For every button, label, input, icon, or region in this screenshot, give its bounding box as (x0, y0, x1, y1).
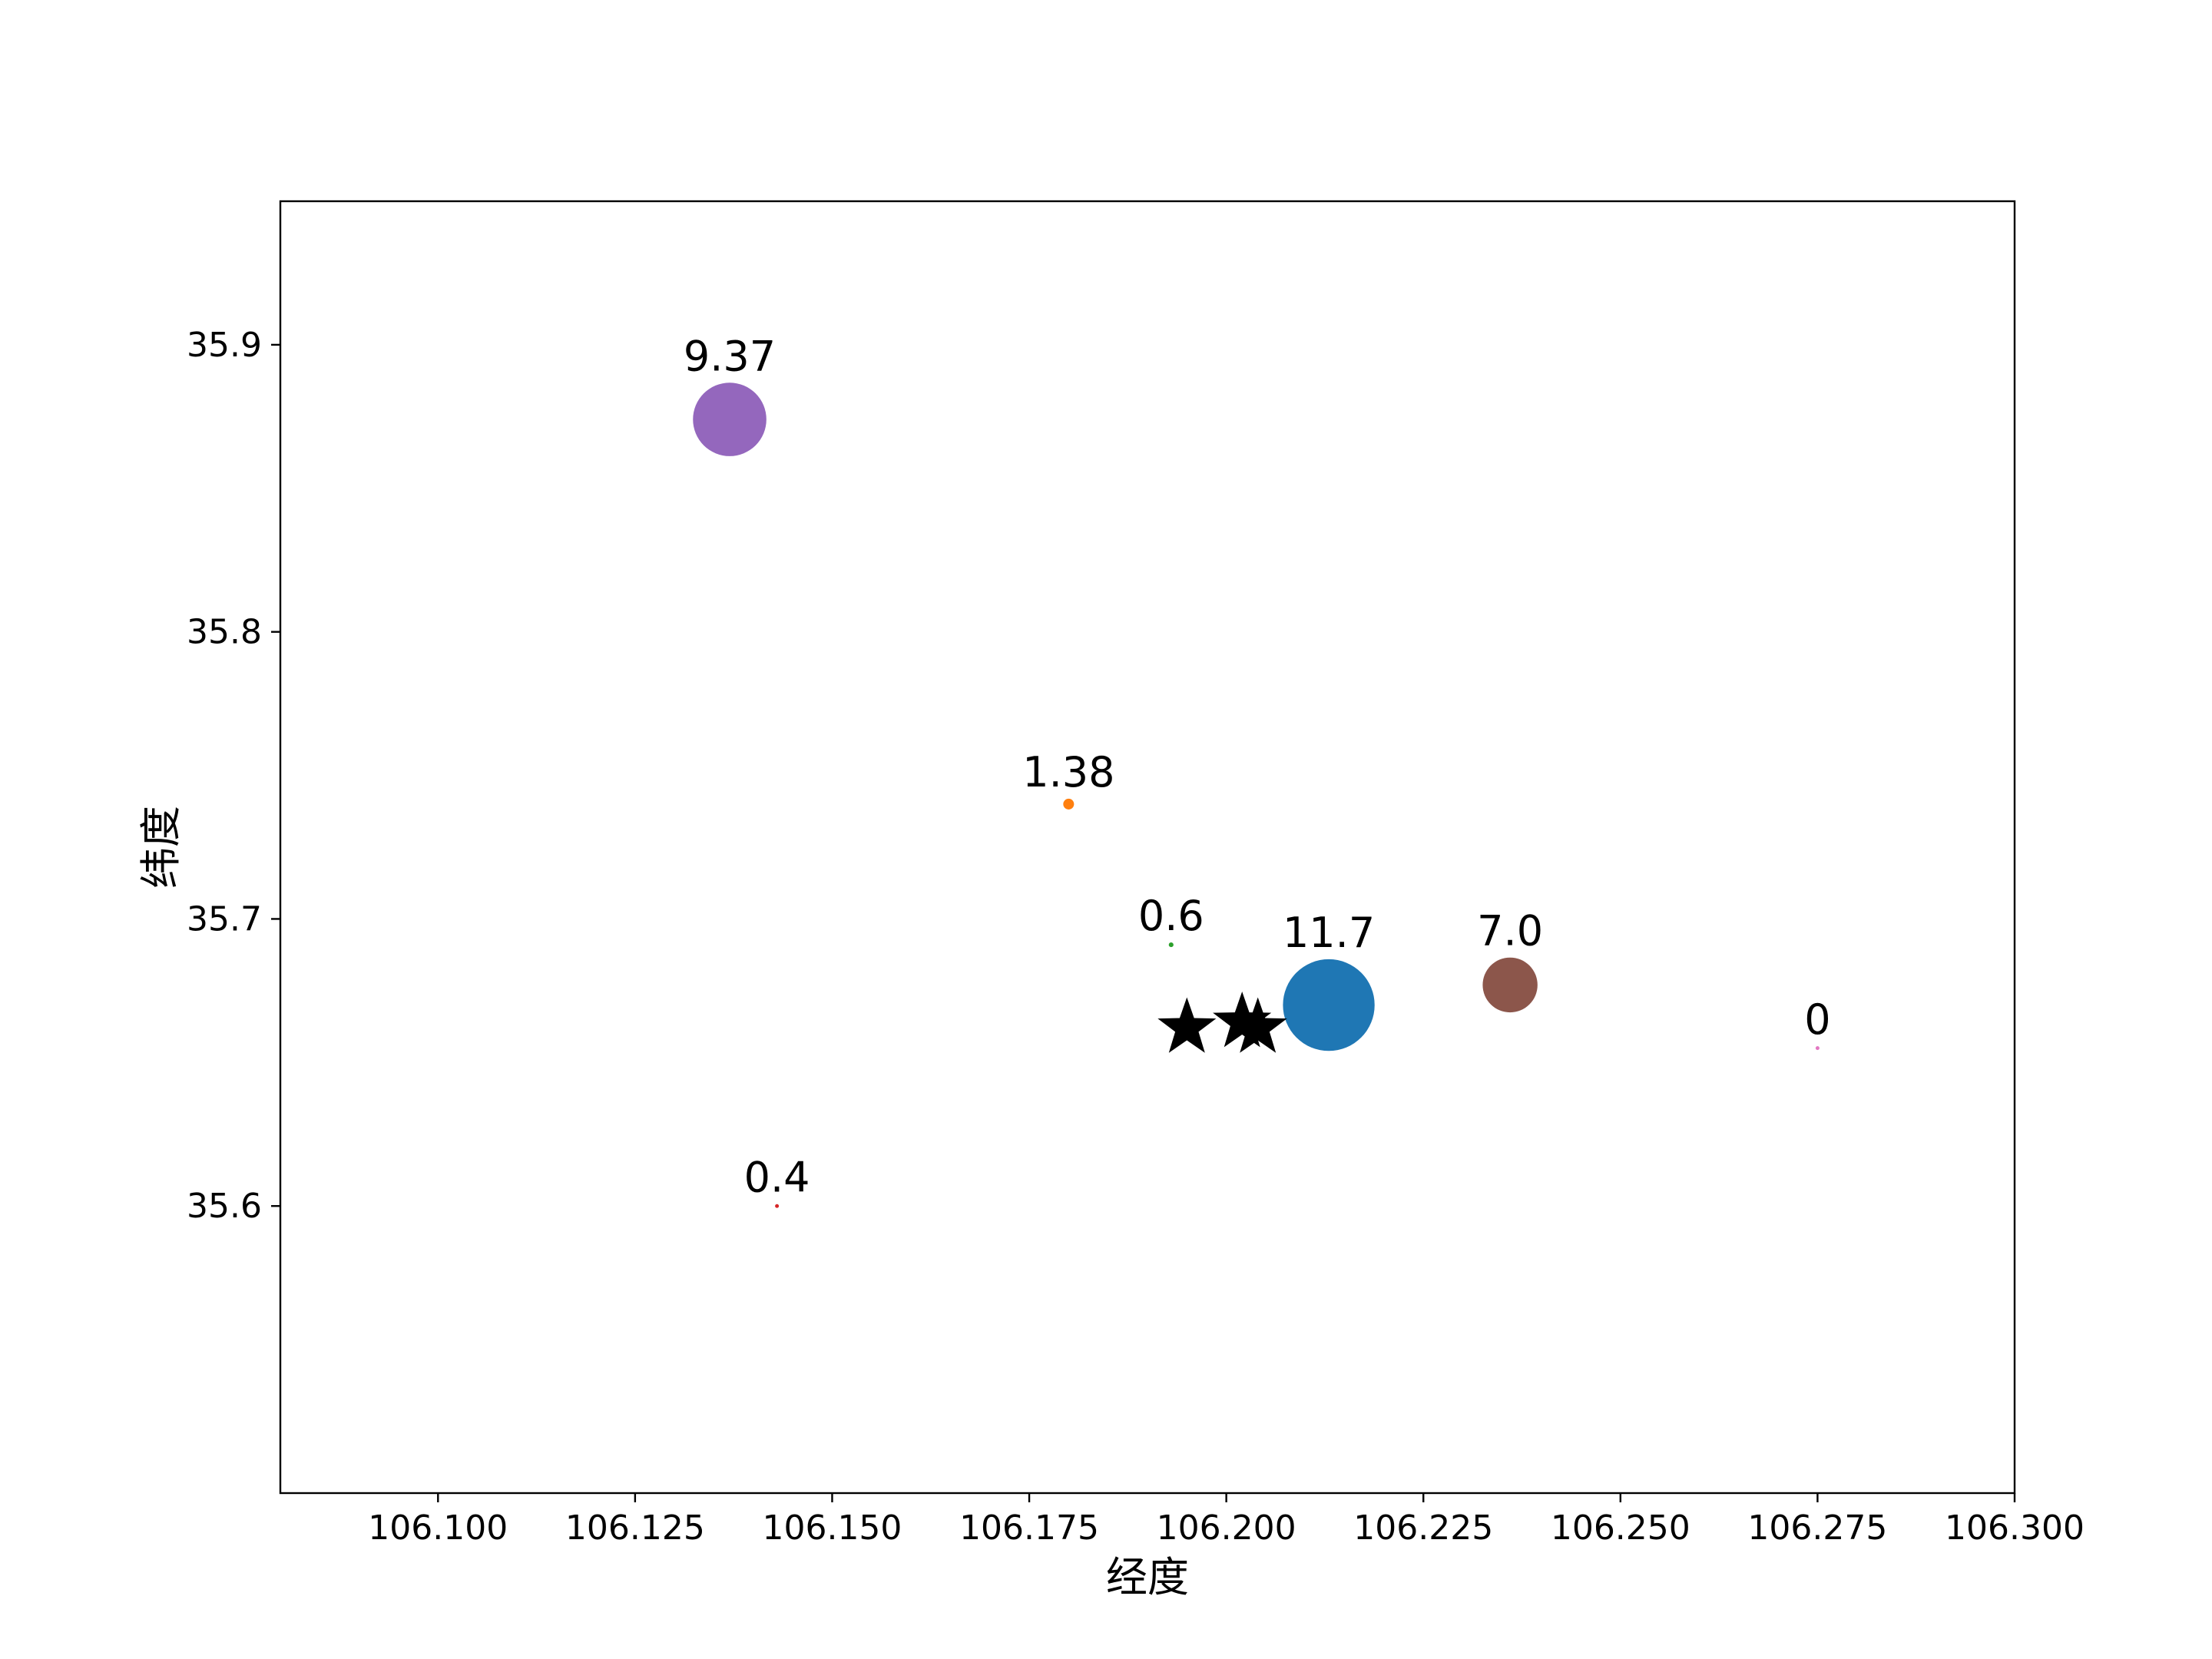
data-point-label: 0 (1804, 995, 1830, 1044)
x-tick-label: 106.200 (1157, 1508, 1296, 1548)
data-labels: 11.7 1.38 0.6 0.4 9.37 7.0 0 (684, 332, 1831, 1201)
data-point-label: 1.38 (1022, 748, 1114, 796)
y-tick-label: 35.6 (187, 1187, 262, 1226)
y-tick-label: 35.8 (187, 613, 262, 652)
x-tick-label: 106.225 (1353, 1508, 1493, 1548)
x-tick-label: 106.100 (368, 1508, 508, 1548)
x-axis-title: 经度 (1106, 1553, 1189, 1601)
data-point (775, 1204, 780, 1208)
star-markers (1157, 992, 1287, 1053)
data-point-label: 0.6 (1138, 892, 1204, 940)
data-point-label: 9.37 (684, 332, 776, 380)
data-point (1063, 798, 1075, 810)
data-point (1168, 942, 1174, 948)
data-point (1283, 959, 1375, 1051)
data-points (693, 382, 1820, 1208)
plot-frame (279, 200, 2016, 1495)
y-axis-ticks: 35.6 35.7 35.8 35.9 (187, 326, 280, 1226)
x-tick-label: 106.250 (1551, 1508, 1690, 1548)
star-marker (1157, 997, 1217, 1053)
x-tick-label: 106.300 (1945, 1508, 2085, 1548)
data-point-label: 11.7 (1283, 909, 1375, 957)
x-tick-label: 106.125 (565, 1508, 705, 1548)
data-point (693, 382, 767, 456)
data-point-label: 0.4 (744, 1154, 810, 1202)
y-axis-title: 纬度 (137, 806, 185, 889)
y-tick-label: 35.7 (187, 899, 262, 939)
data-point-label: 7.0 (1477, 907, 1543, 955)
x-tick-label: 106.275 (1747, 1508, 1887, 1548)
x-axis-ticks: 106.100 106.125 106.150 106.175 106.200 106.2… (368, 1493, 2085, 1548)
star-marker (1228, 997, 1287, 1053)
data-point (1482, 957, 1538, 1013)
data-point (1815, 1046, 1820, 1051)
x-tick-label: 106.150 (762, 1508, 902, 1548)
x-tick-label: 106.175 (959, 1508, 1099, 1548)
y-tick-label: 35.9 (187, 326, 262, 365)
